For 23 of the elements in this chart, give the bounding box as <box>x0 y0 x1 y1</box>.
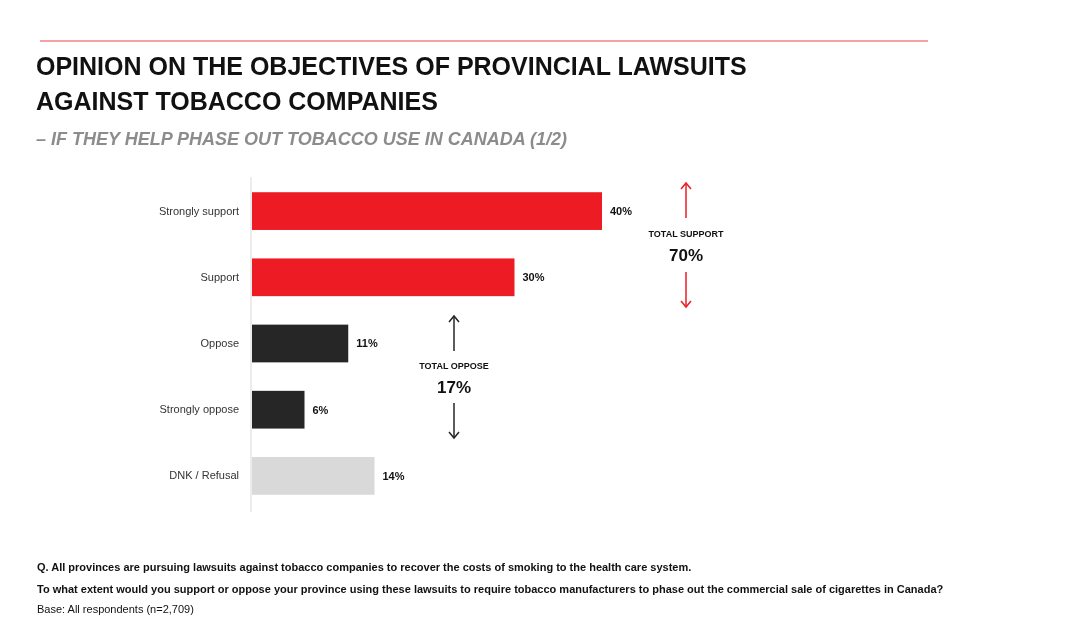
data-label: 6% <box>312 403 329 416</box>
data-label: 14% <box>382 469 405 482</box>
annotation: 17% <box>436 378 472 397</box>
text: TOTAL SUPPORT <box>648 229 724 239</box>
y-tick-label: Support <box>200 270 239 283</box>
chart-subtitle: – IF THEY HELP PHASE OUT TOBACCO USE IN CANADA (1/2) <box>36 129 568 149</box>
y-tick-label: Oppose <box>200 337 239 350</box>
annotation: TOTAL OPPOSE <box>419 361 489 371</box>
chart-title: OPINION ON THE OBJECTIVES OF PROVINCIAL LAWSUITS AGAINST TOBACCO COMPANIES <box>36 52 747 115</box>
text: 70% <box>668 246 704 265</box>
data-label: 40% <box>610 204 633 217</box>
bar <box>252 192 602 230</box>
text: Q. All provinces are pursuing lawsuits against tobacco companies to recover the costs of smoking to the health care system. <box>37 561 692 573</box>
bar <box>252 258 515 297</box>
y-tick-label: Strongly oppose <box>159 403 239 416</box>
bar <box>252 324 349 363</box>
y-tick-label: Strongly support <box>158 204 239 217</box>
text: To what extent would you support or oppose your province using these lawsuits to require tobacco manufacturers to phase out the commercial sale of cigarettes in Canada? <box>37 583 944 595</box>
data-label: 30% <box>522 271 545 284</box>
data-label: 11% <box>356 337 378 350</box>
text: Base: All respondents (n=2,709) <box>37 603 194 615</box>
bar <box>252 390 305 429</box>
y-tick-label: DNK / Refusal <box>169 469 239 482</box>
